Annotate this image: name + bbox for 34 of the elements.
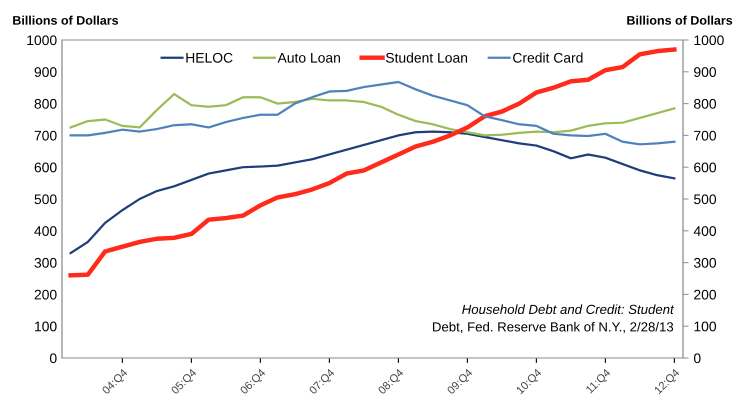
- y2-tick-label: 600: [694, 162, 716, 172]
- y-tick-label: 800: [34, 98, 57, 109]
- legend-label: Auto Loan: [278, 53, 340, 63]
- y2-tick-label: 400: [694, 226, 716, 236]
- y-tick-label: 900: [34, 67, 57, 77]
- legend-label: Student Loan: [386, 52, 468, 63]
- y-tick-label: 300: [34, 258, 57, 268]
- y2-tick-label: 100: [694, 322, 716, 332]
- y-tick-label: 700: [34, 130, 57, 141]
- line-series: [68, 47, 677, 278]
- y-tick-label: 1000: [27, 35, 57, 46]
- y2-tick-label: 1000: [694, 35, 724, 46]
- y-tick-label: 500: [34, 194, 57, 204]
- line-series: [70, 80, 676, 146]
- y2-tick-label: 900: [694, 67, 716, 77]
- legend-label: Credit Card: [513, 52, 582, 63]
- y2-tick-label: 800: [694, 98, 716, 109]
- line-series: [70, 92, 676, 137]
- line-series: [70, 130, 676, 254]
- y-tick-label: 100: [35, 322, 57, 332]
- y-tick-label: 200: [34, 290, 57, 300]
- y2-tick-label: 0: [694, 353, 701, 364]
- y2-axis-title: Billions of Dollars: [627, 16, 732, 25]
- annotation: Household Debt and Credit: Student: [462, 304, 674, 314]
- y2-tick-label: 700: [694, 130, 716, 141]
- y-tick-label: 400: [34, 226, 57, 236]
- y2-tick-label: 300: [694, 258, 716, 268]
- y2-tick-label: 500: [694, 194, 716, 204]
- y-axis-title: Billions of Dollars: [13, 16, 118, 25]
- y2-tick-label: 200: [694, 290, 716, 300]
- y-tick-label: 600: [34, 162, 57, 172]
- annotation: Debt, Fed. Reserve Bank of N.Y., 2/28/13: [432, 322, 674, 334]
- y-tick-label: 0: [50, 353, 57, 364]
- legend-label: HELOC: [186, 52, 233, 63]
